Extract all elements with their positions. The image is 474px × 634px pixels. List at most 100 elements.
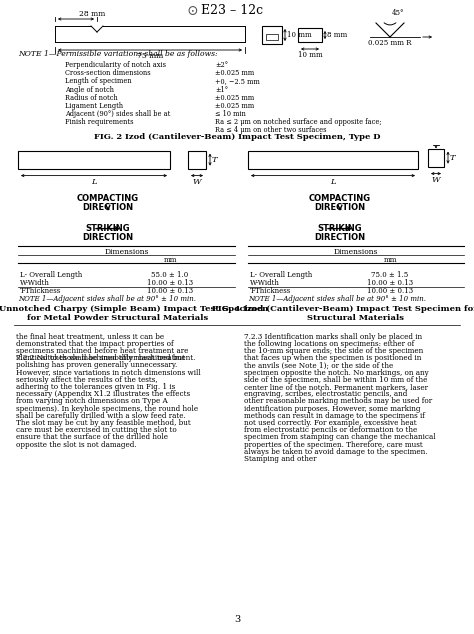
Text: STRIKING: STRIKING	[86, 224, 130, 233]
Text: NOTE 1—Permissible variations shall be as follows:: NOTE 1—Permissible variations shall be a…	[18, 50, 218, 58]
Text: engraving, scribes, electrostatic pencils, and: engraving, scribes, electrostatic pencil…	[244, 390, 407, 398]
Text: DIRECTION: DIRECTION	[82, 233, 134, 242]
Text: COMPACTING: COMPACTING	[309, 193, 371, 203]
Text: Stamping and other: Stamping and other	[244, 455, 317, 463]
Bar	[262, 26, 282, 44]
Text: Dimensions: Dimensions	[334, 248, 378, 256]
Text: Adjacent (90°) sides shall be at: Adjacent (90°) sides shall be at	[65, 110, 170, 118]
Text: 75 mm: 75 mm	[137, 52, 163, 60]
Text: Dimensions: Dimensions	[104, 248, 149, 256]
Text: the 10-mm square ends; the side of the specimen: the 10-mm square ends; the side of the s…	[244, 347, 423, 355]
Text: care must be exercised in cutting the slot to: care must be exercised in cutting the sl…	[16, 426, 177, 434]
Text: 7.2.3 Identification marks shall only be placed in: 7.2.3 Identification marks shall only be…	[244, 333, 422, 340]
Text: T-Thickness: T-Thickness	[250, 287, 291, 295]
Text: side of the specimen, shall be within 10 mm of the: side of the specimen, shall be within 10…	[244, 376, 428, 384]
Text: 55.0 ± 1.0: 55.0 ± 1.0	[151, 271, 189, 278]
Text: COMPACTING: COMPACTING	[77, 193, 139, 203]
Bar	[266, 34, 278, 40]
Text: ±1°: ±1°	[215, 86, 228, 94]
Text: ±0.025 mm: ±0.025 mm	[215, 94, 254, 102]
Text: Ra ≤ 4 μm on other two surfaces: Ra ≤ 4 μm on other two surfaces	[215, 126, 327, 134]
Text: Structural Materials: Structural Materials	[308, 314, 404, 321]
Text: from electrostatic pencils or deformation to the: from electrostatic pencils or deformatio…	[244, 426, 417, 434]
Text: +0, −2.5 mm: +0, −2.5 mm	[215, 77, 260, 86]
Text: ±0.025 mm: ±0.025 mm	[215, 102, 254, 110]
Text: FIG. 3 Unnotched Charpy (Simple Beam) Impact Test Specimen: FIG. 3 Unnotched Charpy (Simple Beam) Im…	[0, 304, 268, 313]
Text: L- Overall Length: L- Overall Length	[20, 271, 82, 278]
Text: L: L	[91, 178, 97, 186]
Text: NOTE 1—Adjacent sides shall be at 90° ± 10 min.: NOTE 1—Adjacent sides shall be at 90° ± …	[248, 295, 426, 302]
Text: the anvils (see Note 1); or the side of the: the anvils (see Note 1); or the side of …	[244, 361, 393, 370]
Text: STRIKING: STRIKING	[318, 224, 362, 233]
Text: Length of specimen: Length of specimen	[65, 77, 132, 86]
Text: The slot may be cut by any feasible method, but: The slot may be cut by any feasible meth…	[16, 419, 191, 427]
Text: ±2°: ±2°	[215, 61, 228, 69]
Text: adhering to the tolerances given in Fig. 1 is: adhering to the tolerances given in Fig.…	[16, 383, 175, 391]
Text: DIRECTION: DIRECTION	[314, 203, 365, 212]
Text: FIG. 4 Izod (Cantilever-Beam) Impact Test Specimen for P/M: FIG. 4 Izod (Cantilever-Beam) Impact Tes…	[212, 304, 474, 313]
Text: identification purposes. However, some marking: identification purposes. However, some m…	[244, 404, 420, 413]
Text: 75.0 ± 1.5: 75.0 ± 1.5	[371, 271, 409, 278]
Text: always be taken to avoid damage to the specimen.: always be taken to avoid damage to the s…	[244, 448, 428, 456]
Text: 3: 3	[234, 615, 240, 624]
Text: necessary (Appendix X1.2 illustrates the effects: necessary (Appendix X1.2 illustrates the…	[16, 390, 190, 398]
Text: specimens). In keyhole specimens, the round hole: specimens). In keyhole specimens, the ro…	[16, 404, 198, 413]
Text: E23 – 12c: E23 – 12c	[201, 4, 263, 18]
Text: the following locations on specimens: either of: the following locations on specimens: ei…	[244, 340, 414, 348]
Text: not used correctly. For example, excessive heat: not used correctly. For example, excessi…	[244, 419, 417, 427]
Text: specimens machined before heat treatment are: specimens machined before heat treatment…	[16, 347, 188, 355]
Text: the final heat treatment, unless it can be: the final heat treatment, unless it can …	[16, 333, 164, 340]
Bar	[248, 151, 418, 169]
Text: 45°: 45°	[392, 9, 404, 17]
Text: for Metal Powder Structural Materials: for Metal Powder Structural Materials	[27, 314, 209, 321]
Text: that faces up when the specimen is positioned in: that faces up when the specimen is posit…	[244, 354, 421, 362]
Text: 10.00 ± 0.13: 10.00 ± 0.13	[147, 287, 193, 295]
Text: Perpendicularity of notch axis: Perpendicularity of notch axis	[65, 61, 166, 69]
Text: 10 mm: 10 mm	[287, 31, 312, 39]
Text: NOTE 1—Adjacent sides shall be at 90° ± 10 min.: NOTE 1—Adjacent sides shall be at 90° ± …	[18, 295, 196, 302]
Text: ⊙: ⊙	[186, 4, 198, 18]
Text: mm: mm	[163, 256, 177, 264]
Text: Cross-section dimensions: Cross-section dimensions	[65, 69, 151, 77]
Text: 10.00 ± 0.13: 10.00 ± 0.13	[147, 278, 193, 287]
Text: polishing has proven generally unnecessary.: polishing has proven generally unnecessa…	[16, 361, 177, 370]
Text: Radius of notch: Radius of notch	[65, 94, 118, 102]
Text: T: T	[212, 155, 218, 164]
Text: 0.025 mm R: 0.025 mm R	[368, 39, 411, 47]
Text: Ligament Length: Ligament Length	[65, 102, 123, 110]
Text: 10 mm: 10 mm	[298, 51, 322, 59]
Text: 28 mm: 28 mm	[79, 10, 105, 18]
Text: L: L	[330, 178, 336, 186]
Text: 10.00 ± 0.13: 10.00 ± 0.13	[367, 287, 413, 295]
Text: from varying notch dimensions on Type A: from varying notch dimensions on Type A	[16, 398, 168, 405]
Text: seriously affect the results of the tests,: seriously affect the results of the test…	[16, 376, 158, 384]
Text: T: T	[450, 153, 456, 162]
Text: ≤ 10 min: ≤ 10 min	[215, 110, 246, 118]
Text: Angle of notch: Angle of notch	[65, 86, 114, 94]
Text: properties of the specimen. Therefore, care must: properties of the specimen. Therefore, c…	[244, 441, 423, 449]
Text: W-Width: W-Width	[20, 278, 50, 287]
Text: ensure that the surface of the drilled hole: ensure that the surface of the drilled h…	[16, 434, 168, 441]
Text: center line of the notch. Permanent markers, laser: center line of the notch. Permanent mark…	[244, 383, 428, 391]
Text: 8 mm: 8 mm	[327, 31, 347, 39]
Text: FIG. 2 Izod (Cantilever-Beam) Impact Test Specimen, Type D: FIG. 2 Izod (Cantilever-Beam) Impact Tes…	[94, 133, 380, 141]
Text: W: W	[432, 176, 440, 184]
Text: identical to those machined after heat treatment.: identical to those machined after heat t…	[16, 354, 195, 362]
Text: specimen from stamping can change the mechanical: specimen from stamping can change the me…	[244, 434, 436, 441]
Text: shall be carefully drilled with a slow feed rate.: shall be carefully drilled with a slow f…	[16, 412, 186, 420]
Text: T-Thickness: T-Thickness	[20, 287, 61, 295]
Bar	[298, 28, 322, 42]
Text: W-Width: W-Width	[250, 278, 280, 287]
Text: W: W	[193, 178, 201, 186]
Text: L- Overall Length: L- Overall Length	[250, 271, 312, 278]
Text: specimen opposite the notch. No markings, on any: specimen opposite the notch. No markings…	[244, 368, 429, 377]
Text: However, since variations in notch dimensions will: However, since variations in notch dimen…	[16, 368, 201, 377]
Text: ±0.025 mm: ±0.025 mm	[215, 69, 254, 77]
Text: DIRECTION: DIRECTION	[82, 203, 134, 212]
Text: other reasonable marking methods may be used for: other reasonable marking methods may be …	[244, 398, 432, 405]
Text: Ra ≤ 2 μm on notched surface and opposite face;: Ra ≤ 2 μm on notched surface and opposit…	[215, 119, 382, 126]
Text: demonstrated that the impact properties of: demonstrated that the impact properties …	[16, 340, 173, 348]
Bar	[428, 148, 444, 167]
Text: 7.2.2 Notches shall be smoothly machined but: 7.2.2 Notches shall be smoothly machined…	[16, 354, 185, 362]
Text: DIRECTION: DIRECTION	[314, 233, 365, 242]
